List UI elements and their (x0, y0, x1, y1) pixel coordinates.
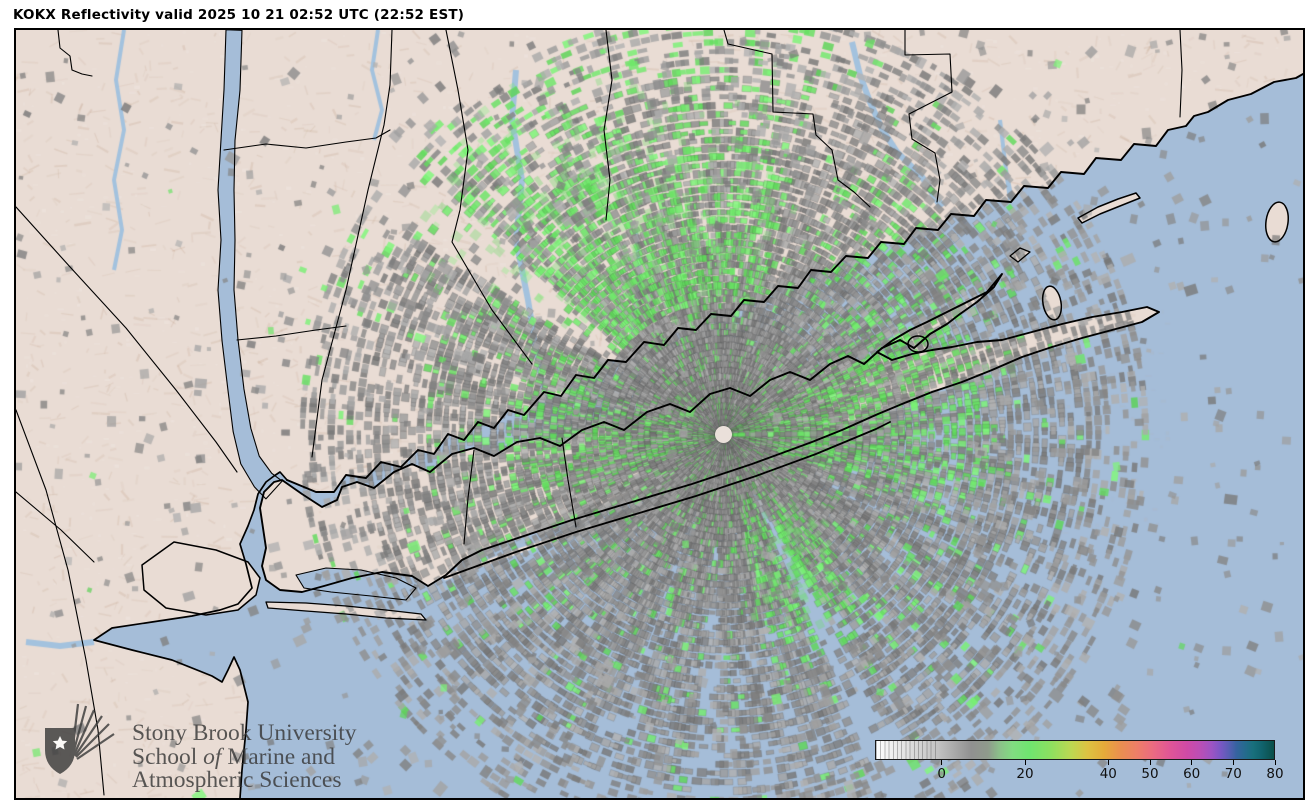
colorbar-tick-label: 50 (1141, 766, 1159, 782)
sbu-logo-text: Stony Brook University School of Marine … (132, 720, 357, 793)
colorbar-tick (1232, 760, 1234, 765)
map-boundaries-overlay (16, 30, 1303, 798)
product-title: KOKX Reflectivity valid 2025 10 21 02:52… (13, 7, 465, 23)
sbu-shield-icon (45, 703, 115, 774)
colorbar-tick (1107, 760, 1109, 765)
colorbar-stripes (876, 741, 939, 759)
logo-line-3: Atmospheric Sciences (132, 767, 342, 793)
colorbar-tick (1024, 760, 1026, 765)
colorbar-tick-label: 70 (1224, 766, 1242, 782)
colorbar-tick (1191, 760, 1193, 765)
logo-line-2: School of Marine and (132, 743, 335, 770)
logo-line-1: Stony Brook University (132, 720, 357, 746)
colorbar-tick-label: 80 (1266, 766, 1284, 782)
colorbar-tick (1274, 760, 1276, 765)
colorbar-tick-label: 60 (1183, 766, 1201, 782)
colorbar-tick (1149, 760, 1151, 765)
reflectivity-colorbar: 0 20 40 50 60 70 80 (875, 740, 1284, 782)
colorbar-tick-label: 0 (937, 766, 946, 782)
sbu-logo: Stony Brook University School of Marine … (42, 702, 357, 793)
colorbar-tick-label: 40 (1099, 766, 1117, 782)
colorbar-tick-label: 20 (1016, 766, 1034, 782)
radar-site-marker (715, 426, 732, 443)
colorbar-gradient (875, 740, 1275, 760)
map-frame: Stony Brook University School of Marine … (14, 28, 1305, 800)
colorbar-tick (941, 760, 943, 765)
